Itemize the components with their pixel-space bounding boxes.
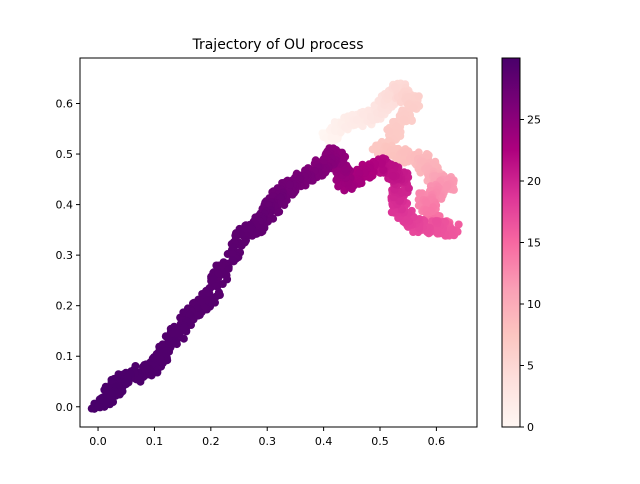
x-tick-label: 0.5 [371, 435, 389, 448]
plot-frame [79, 57, 478, 428]
trajectory-point [447, 230, 456, 239]
y-tick-label: 0.0 [56, 401, 74, 414]
y-tick-label: 0.6 [56, 97, 74, 110]
trajectory-point [180, 323, 189, 332]
chart-title: Trajectory of OU process [191, 37, 363, 53]
trajectory-point [385, 127, 394, 136]
trajectory-point [87, 404, 96, 413]
trajectory-point [352, 115, 361, 124]
colorbar: 0 5 10 15 20 25 [501, 57, 541, 434]
colorbar-tick-label: 0 [527, 421, 534, 434]
colorbar-tick-label: 25 [527, 114, 541, 127]
trajectory-point [138, 362, 147, 371]
trajectory-point [273, 208, 282, 217]
x-tick-label: 0.2 [202, 435, 220, 448]
y-axis: 0.0 0.1 0.2 0.3 0.4 0.5 0.6 [56, 97, 80, 414]
y-tick-label: 0.3 [56, 249, 74, 262]
x-axis: 0.0 0.1 0.2 0.3 0.4 0.5 0.6 [89, 427, 445, 448]
x-tick-label: 0.3 [258, 435, 276, 448]
colorbar-tick-label: 10 [527, 298, 541, 311]
trajectory-point [387, 208, 396, 217]
x-tick-label: 0.4 [315, 435, 333, 448]
trajectory-point [162, 349, 171, 358]
colorbar-gradient [501, 57, 521, 428]
colorbar-tick-label: 5 [527, 360, 534, 373]
trajectory-point [379, 165, 388, 174]
colorbar-tick-label: 15 [527, 237, 541, 250]
trajectory-point [228, 250, 237, 259]
colorbar-tick-label: 20 [527, 175, 541, 188]
y-tick-label: 0.5 [56, 148, 74, 161]
trajectory-point [432, 228, 441, 237]
trajectory-point [409, 103, 418, 112]
trajectory-point [171, 330, 180, 339]
trajectory-point [212, 261, 221, 270]
trajectory-point [147, 371, 156, 380]
trajectory-point [214, 269, 223, 278]
trajectory-point [415, 189, 424, 198]
trajectory-point [414, 92, 423, 101]
x-tick-label: 0.6 [428, 435, 446, 448]
x-tick-label: 0.0 [89, 435, 107, 448]
trajectory-point [94, 402, 103, 411]
trajectory-point [404, 184, 413, 193]
trajectory-point [454, 220, 463, 229]
trajectory-point [400, 158, 409, 167]
trajectory-point [213, 282, 222, 291]
y-tick-label: 0.2 [56, 300, 74, 313]
trajectory-point [194, 311, 203, 320]
trajectory-point [247, 224, 256, 233]
trajectory-point [377, 109, 386, 118]
trajectory-point [101, 398, 110, 407]
trajectory-point [285, 180, 294, 189]
scatter-points [87, 79, 463, 413]
trajectory-point [377, 159, 386, 168]
trajectory-point [397, 205, 406, 214]
trajectory-point [228, 255, 237, 264]
y-tick-label: 0.1 [56, 350, 74, 363]
trajectory-point [276, 193, 285, 202]
trajectory-point [431, 217, 440, 226]
trajectory-point [224, 264, 233, 273]
trajectory-point [399, 115, 408, 124]
colorbar-ticks: 0 5 10 15 20 25 [520, 114, 541, 434]
x-tick-label: 0.1 [146, 435, 164, 448]
trajectory-point [391, 83, 400, 92]
trajectory-point [332, 176, 341, 185]
y-tick-label: 0.4 [56, 199, 74, 212]
trajectory-point [388, 172, 397, 181]
trajectory-point [229, 243, 238, 252]
